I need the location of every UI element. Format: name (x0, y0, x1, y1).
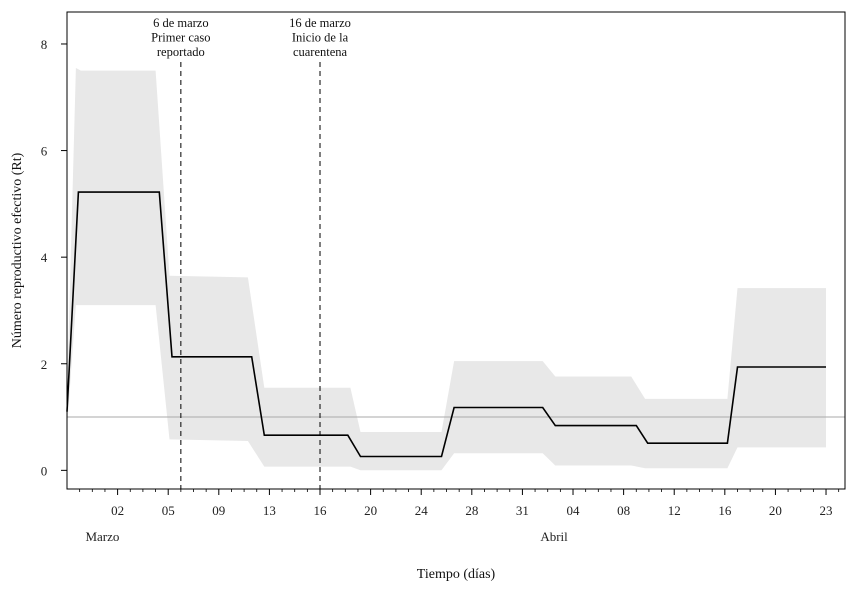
event-annotation-label: cuarentena (293, 45, 348, 59)
x-tick-label: 09 (212, 503, 225, 518)
x-tick-label: 08 (617, 503, 630, 518)
x-axis-title: Tiempo (días) (417, 567, 496, 582)
x-tick-label: 16 (314, 503, 328, 518)
month-label: Abril (540, 529, 568, 544)
rt-line-layer (66, 191, 826, 458)
x-tick-label: 24 (415, 503, 429, 518)
series-line (66, 191, 826, 458)
y-axis: 0 2 4 6 8 (41, 37, 67, 478)
x-tick-label: 31 (516, 503, 529, 518)
x-tick-label: 16 (718, 503, 732, 518)
y-tick-label: 8 (41, 37, 48, 52)
confidence-band-layer (67, 68, 826, 471)
x-tick-label: 23 (820, 503, 833, 518)
event-annotation-label: Primer caso (151, 31, 210, 45)
y-tick-label: 4 (41, 250, 48, 265)
y-tick-label: 0 (41, 463, 48, 478)
x-tick-label: 13 (263, 503, 276, 518)
y-axis-title: Número reproductivo efectivo (Rt) (10, 152, 25, 348)
x-tick-label: 20 (364, 503, 377, 518)
x-tick-label: 05 (162, 503, 175, 518)
x-tick-label: 02 (111, 503, 124, 518)
event-annotation-label: reportado (157, 45, 205, 59)
confidence-band (67, 68, 826, 471)
event-annotation-label: 16 de marzo (289, 16, 351, 30)
x-tick-label: 20 (769, 503, 782, 518)
x-tick-label: 28 (465, 503, 478, 518)
event-annotation-label: 6 de marzo (153, 16, 209, 30)
x-tick-label: 04 (567, 503, 581, 518)
plot-frame (66, 11, 846, 490)
x-tick-label: 12 (668, 503, 681, 518)
month-label: Marzo (85, 529, 119, 544)
y-tick-label: 6 (41, 144, 48, 159)
y-tick-label: 2 (41, 357, 48, 372)
x-axis: 02 05 09 13 16 20 24 28 31 04 08 12 16 20 23 Marzo Abril (79, 489, 840, 544)
event-annotation-label: Inicio de la (292, 31, 349, 45)
